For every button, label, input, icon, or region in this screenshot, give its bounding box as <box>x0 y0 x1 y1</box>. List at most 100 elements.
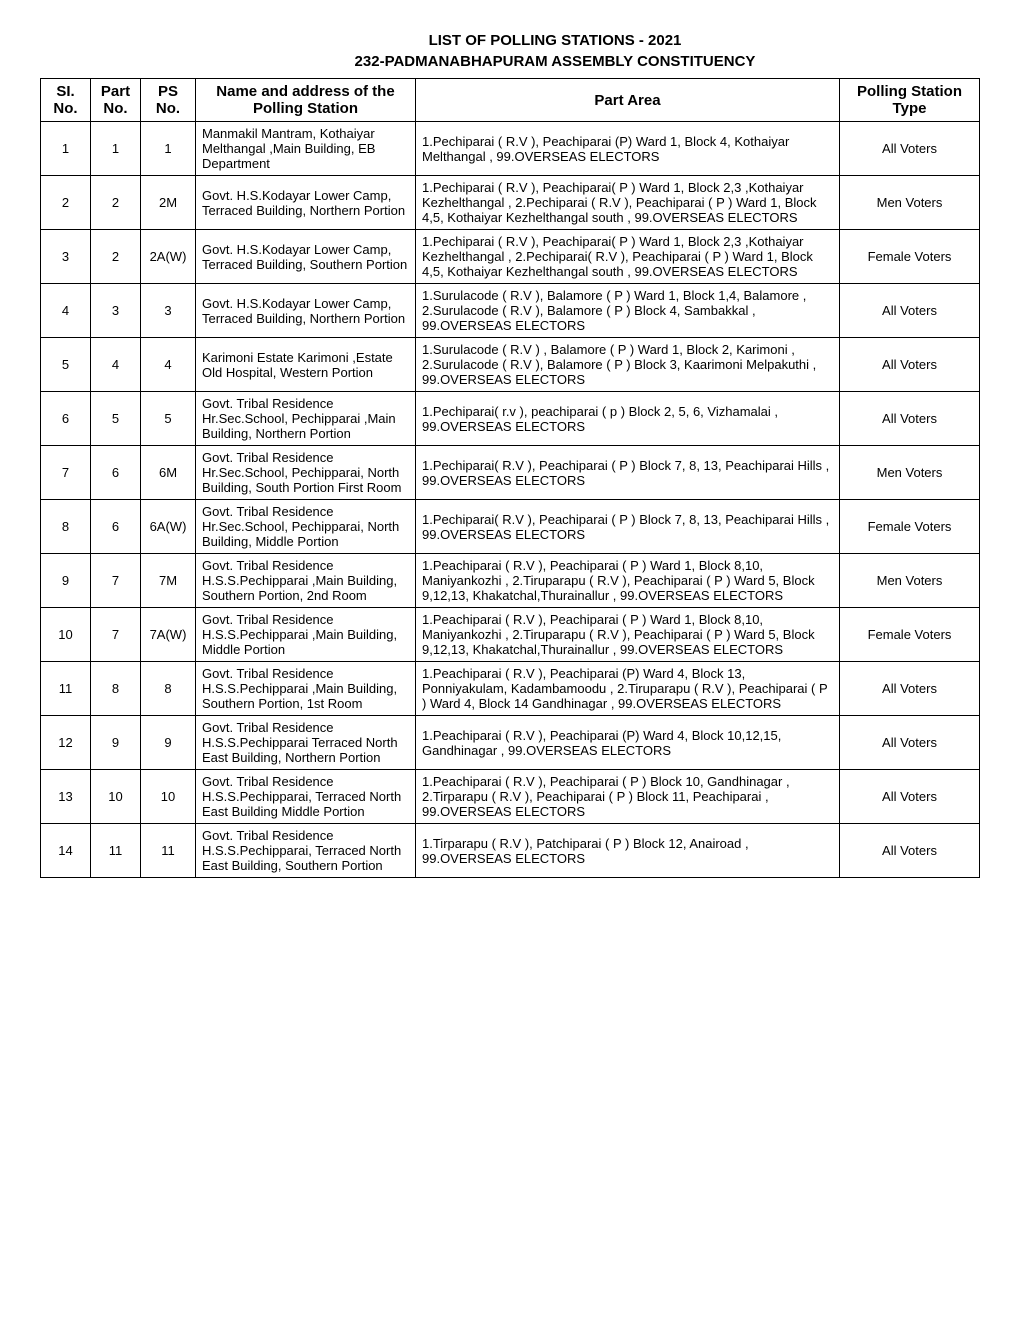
cell-part: 6 <box>91 500 141 554</box>
cell-area: 1.Peachiparai ( R.V ), Peachiparai (P) W… <box>416 716 840 770</box>
cell-name: Govt. H.S.Kodayar Lower Camp, Terraced B… <box>196 230 416 284</box>
cell-ps: 7A(W) <box>141 608 196 662</box>
page-title: LIST OF POLLING STATIONS - 2021 232-PADM… <box>130 30 980 72</box>
cell-sl: 1 <box>41 122 91 176</box>
cell-part: 10 <box>91 770 141 824</box>
table-row: 866A(W)Govt. Tribal Residence Hr.Sec.Sch… <box>41 500 980 554</box>
cell-name: Govt. H.S.Kodayar Lower Camp, Terraced B… <box>196 284 416 338</box>
cell-type: Men Voters <box>840 176 980 230</box>
col-header-part: Part No. <box>91 79 141 122</box>
cell-ps: 3 <box>141 284 196 338</box>
cell-part: 2 <box>91 176 141 230</box>
table-row: 977MGovt. Tribal Residence H.S.S.Pechipp… <box>41 554 980 608</box>
cell-area: 1.Pechiparai ( R.V ), Peachiparai( P ) W… <box>416 176 840 230</box>
cell-sl: 2 <box>41 176 91 230</box>
cell-area: 1.Surulacode ( R.V ), Balamore ( P ) War… <box>416 284 840 338</box>
cell-type: Female Voters <box>840 608 980 662</box>
cell-sl: 6 <box>41 392 91 446</box>
cell-area: 1.Peachiparai ( R.V ), Peachiparai ( P )… <box>416 770 840 824</box>
cell-sl: 9 <box>41 554 91 608</box>
table-row: 544Karimoni Estate Karimoni ,Estate Old … <box>41 338 980 392</box>
cell-part: 6 <box>91 446 141 500</box>
col-header-name: Name and address of the Polling Station <box>196 79 416 122</box>
cell-sl: 4 <box>41 284 91 338</box>
cell-sl: 8 <box>41 500 91 554</box>
title-line-1: LIST OF POLLING STATIONS - 2021 <box>130 30 980 51</box>
cell-name: Govt. Tribal Residence H.S.S.Pechipparai… <box>196 608 416 662</box>
cell-area: 1.Pechiparai ( R.V ), Peachiparai( P ) W… <box>416 230 840 284</box>
title-line-2: 232-PADMANABHAPURAM ASSEMBLY CONSTITUENC… <box>130 51 980 72</box>
cell-ps: 4 <box>141 338 196 392</box>
cell-name: Govt. Tribal Residence H.S.S.Pechipparai… <box>196 770 416 824</box>
cell-ps: 9 <box>141 716 196 770</box>
polling-stations-table: SI. No. Part No. PS No. Name and address… <box>40 78 980 878</box>
table-row: 766MGovt. Tribal Residence Hr.Sec.School… <box>41 446 980 500</box>
table-row: 1299Govt. Tribal Residence H.S.S.Pechipp… <box>41 716 980 770</box>
cell-part: 3 <box>91 284 141 338</box>
cell-type: Men Voters <box>840 446 980 500</box>
cell-area: 1.Peachiparai ( R.V ), Peachiparai ( P )… <box>416 554 840 608</box>
cell-part: 9 <box>91 716 141 770</box>
cell-part: 4 <box>91 338 141 392</box>
cell-name: Govt. Tribal Residence Hr.Sec.School, Pe… <box>196 392 416 446</box>
cell-ps: 5 <box>141 392 196 446</box>
table-row: 655Govt. Tribal Residence Hr.Sec.School,… <box>41 392 980 446</box>
cell-type: All Voters <box>840 284 980 338</box>
table-row: 141111Govt. Tribal Residence H.S.S.Pechi… <box>41 824 980 878</box>
col-header-type: Polling Station Type <box>840 79 980 122</box>
cell-area: 1.Pechiparai( R.V ), Peachiparai ( P ) B… <box>416 500 840 554</box>
cell-sl: 14 <box>41 824 91 878</box>
col-header-sl: SI. No. <box>41 79 91 122</box>
cell-ps: 7M <box>141 554 196 608</box>
cell-sl: 11 <box>41 662 91 716</box>
cell-type: All Voters <box>840 338 980 392</box>
cell-type: All Voters <box>840 716 980 770</box>
table-row: 433Govt. H.S.Kodayar Lower Camp, Terrace… <box>41 284 980 338</box>
cell-ps: 2M <box>141 176 196 230</box>
cell-sl: 7 <box>41 446 91 500</box>
cell-type: Female Voters <box>840 500 980 554</box>
cell-type: All Voters <box>840 392 980 446</box>
cell-part: 2 <box>91 230 141 284</box>
cell-sl: 3 <box>41 230 91 284</box>
cell-name: Govt. Tribal Residence H.S.S.Pechipparai… <box>196 662 416 716</box>
cell-sl: 5 <box>41 338 91 392</box>
cell-ps: 1 <box>141 122 196 176</box>
table-row: 222MGovt. H.S.Kodayar Lower Camp, Terrac… <box>41 176 980 230</box>
table-row: 1077A(W)Govt. Tribal Residence H.S.S.Pec… <box>41 608 980 662</box>
cell-area: 1.Pechiparai ( R.V ), Peachiparai (P) Wa… <box>416 122 840 176</box>
cell-name: Manmakil Mantram, Kothaiyar Melthangal ,… <box>196 122 416 176</box>
cell-part: 8 <box>91 662 141 716</box>
cell-type: All Voters <box>840 122 980 176</box>
cell-ps: 6M <box>141 446 196 500</box>
table-header-row: SI. No. Part No. PS No. Name and address… <box>41 79 980 122</box>
table-row: 1188Govt. Tribal Residence H.S.S.Pechipp… <box>41 662 980 716</box>
cell-name: Govt. Tribal Residence Hr.Sec.School, Pe… <box>196 446 416 500</box>
cell-ps: 10 <box>141 770 196 824</box>
col-header-ps: PS No. <box>141 79 196 122</box>
cell-sl: 10 <box>41 608 91 662</box>
cell-sl: 12 <box>41 716 91 770</box>
cell-type: Female Voters <box>840 230 980 284</box>
cell-area: 1.Peachiparai ( R.V ), Peachiparai (P) W… <box>416 662 840 716</box>
cell-ps: 6A(W) <box>141 500 196 554</box>
col-header-area: Part Area <box>416 79 840 122</box>
cell-type: All Voters <box>840 824 980 878</box>
table-row: 322A(W)Govt. H.S.Kodayar Lower Camp, Ter… <box>41 230 980 284</box>
cell-ps: 11 <box>141 824 196 878</box>
cell-area: 1.Peachiparai ( R.V ), Peachiparai ( P )… <box>416 608 840 662</box>
cell-name: Govt. H.S.Kodayar Lower Camp, Terraced B… <box>196 176 416 230</box>
cell-sl: 13 <box>41 770 91 824</box>
cell-part: 7 <box>91 554 141 608</box>
table-row: 131010Govt. Tribal Residence H.S.S.Pechi… <box>41 770 980 824</box>
cell-name: Govt. Tribal Residence H.S.S.Pechipparai… <box>196 824 416 878</box>
cell-ps: 2A(W) <box>141 230 196 284</box>
cell-part: 11 <box>91 824 141 878</box>
cell-area: 1.Tirparapu ( R.V ), Patchiparai ( P ) B… <box>416 824 840 878</box>
cell-type: All Voters <box>840 662 980 716</box>
cell-name: Govt. Tribal Residence H.S.S.Pechipparai… <box>196 716 416 770</box>
cell-area: 1.Surulacode ( R.V ) , Balamore ( P ) Wa… <box>416 338 840 392</box>
cell-type: All Voters <box>840 770 980 824</box>
table-row: 111Manmakil Mantram, Kothaiyar Melthanga… <box>41 122 980 176</box>
cell-ps: 8 <box>141 662 196 716</box>
